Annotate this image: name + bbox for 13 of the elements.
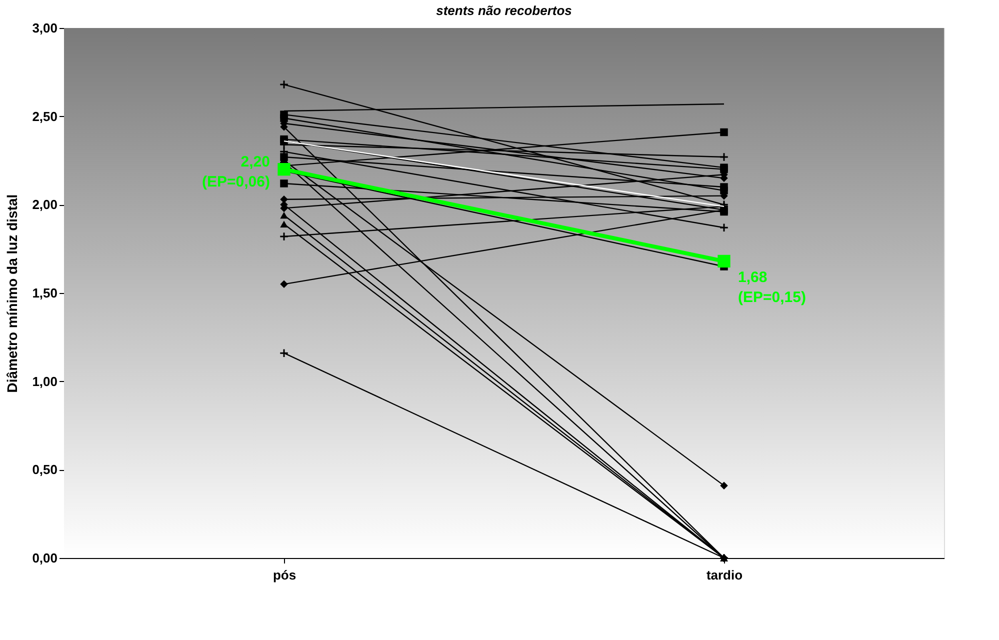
- y-tick-label: 0,00: [32, 550, 58, 566]
- x-tick-label: tardio: [706, 568, 743, 582]
- y-tick-label: 1,50: [32, 286, 58, 300]
- y-tick-label: 2,50: [32, 108, 58, 124]
- y-axis-title: Diâmetro mínimo da luz distal: [4, 194, 20, 393]
- y-tick-label: 1,00: [32, 374, 58, 389]
- data-label: 2,20 (EP=0,06): [202, 153, 270, 190]
- y-tick-label: 3,00: [32, 20, 58, 36]
- y-tick-label: 0,50: [32, 462, 58, 478]
- x-tick-label: pós: [272, 568, 296, 582]
- y-tick-label: 2,00: [32, 197, 58, 212]
- chart-title: stents não recobertos: [436, 3, 572, 18]
- data-label: 1,68 (EP=0,15): [738, 269, 806, 306]
